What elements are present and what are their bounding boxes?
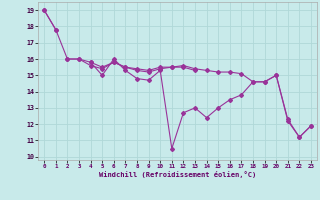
X-axis label: Windchill (Refroidissement éolien,°C): Windchill (Refroidissement éolien,°C) bbox=[99, 171, 256, 178]
